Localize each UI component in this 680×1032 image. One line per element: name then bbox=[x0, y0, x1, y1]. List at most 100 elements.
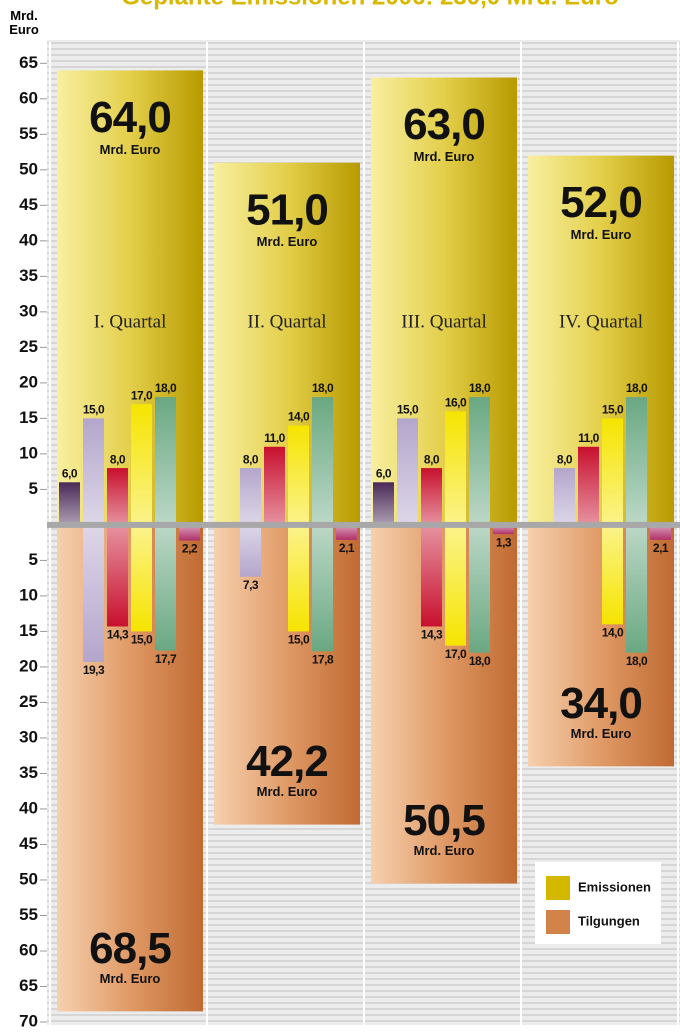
y-tick-label: 65 bbox=[19, 53, 38, 72]
sub-bar-label: 15,0 bbox=[288, 633, 310, 647]
sub-bar-label: 2,1 bbox=[339, 541, 355, 555]
repayment-label: 68,5 bbox=[89, 924, 171, 973]
sub-bar-label: 8,0 bbox=[110, 452, 126, 466]
sub-bar-shade bbox=[493, 524, 514, 535]
unit-label: Mrd. Euro bbox=[414, 843, 475, 858]
repayment-label: 42,2 bbox=[246, 737, 328, 786]
sub-bar-shade bbox=[59, 482, 80, 525]
chart-title: Geplante Emissionen 2006: 230,0 Mrd. Eur… bbox=[121, 0, 619, 10]
legend-swatch bbox=[546, 910, 570, 934]
y-tick-label: 25 bbox=[19, 692, 38, 711]
sub-bar-shade bbox=[554, 468, 575, 525]
unit-label: Mrd. Euro bbox=[571, 726, 632, 741]
unit-label: Mrd. Euro bbox=[257, 784, 318, 799]
y-tick-label: 50 bbox=[19, 869, 38, 888]
emission-label: 64,0 bbox=[89, 93, 171, 142]
sub-bar-shade bbox=[578, 446, 599, 525]
legend-label: Emissionen bbox=[578, 879, 651, 894]
sub-bar-label: 2,1 bbox=[653, 541, 669, 555]
sub-bar-shade bbox=[421, 524, 442, 627]
repayment-bar bbox=[57, 524, 203, 1012]
emission-label: 52,0 bbox=[560, 178, 642, 227]
y-tick-label: 40 bbox=[19, 230, 38, 249]
sub-bar-shade bbox=[469, 397, 490, 525]
sub-bar-shade bbox=[312, 524, 333, 652]
sub-bar-shade bbox=[336, 524, 357, 540]
sub-bar-label: 8,0 bbox=[243, 452, 259, 466]
sub-bar-shade bbox=[445, 524, 466, 646]
sub-bar-label: 16,0 bbox=[445, 395, 467, 409]
sub-bar-shade bbox=[179, 524, 200, 541]
repayment-bar bbox=[371, 524, 517, 884]
y-tick-label: 55 bbox=[19, 124, 38, 143]
sub-bar-label: 6,0 bbox=[62, 466, 78, 480]
sub-bar-label: 14,0 bbox=[602, 625, 624, 639]
sub-bar-label: 17,0 bbox=[131, 388, 153, 402]
sub-bar-label: 15,0 bbox=[131, 633, 153, 647]
sub-bar-label: 2,2 bbox=[182, 542, 198, 556]
repayment-label: 50,5 bbox=[403, 796, 485, 845]
y-tick-label: 35 bbox=[19, 763, 38, 782]
y-tick-label: 55 bbox=[19, 905, 38, 924]
sub-bar-label: 14,3 bbox=[421, 628, 443, 642]
category-label: I. Quartal bbox=[94, 311, 167, 332]
sub-bar-label: 18,0 bbox=[469, 381, 491, 395]
sub-bar-shade bbox=[107, 524, 128, 627]
y-tick-label: 60 bbox=[19, 940, 38, 959]
unit-label: Mrd. Euro bbox=[257, 234, 318, 249]
y-tick-label: 15 bbox=[19, 621, 38, 640]
y-tick-label: 45 bbox=[19, 195, 38, 214]
sub-bar-label: 1,3 bbox=[496, 535, 512, 549]
emission-label: 63,0 bbox=[403, 100, 485, 149]
sub-bar-shade bbox=[312, 397, 333, 525]
emission-bar bbox=[214, 162, 360, 525]
sub-bar-label: 18,0 bbox=[626, 381, 648, 395]
sub-bar-shade bbox=[626, 397, 647, 525]
sub-bar-shade bbox=[155, 397, 176, 525]
sub-bar-label: 18,0 bbox=[155, 381, 177, 395]
sub-bar-label: 17,0 bbox=[445, 647, 467, 661]
y-tick-label: 5 bbox=[29, 550, 38, 569]
y-tick-label: 20 bbox=[19, 372, 38, 391]
y-axis-label: Mrd. Euro bbox=[9, 8, 39, 37]
legend: Emissionen Tilgungen bbox=[535, 862, 661, 944]
sub-bar-label: 18,0 bbox=[626, 654, 648, 668]
sub-bar-label: 7,3 bbox=[243, 578, 259, 592]
sub-bar-label: 17,7 bbox=[155, 652, 177, 666]
sub-bar-shade bbox=[421, 468, 442, 525]
sub-bar-shade bbox=[131, 524, 152, 632]
sub-bar-shade bbox=[397, 418, 418, 525]
sub-bar-shade bbox=[264, 446, 285, 525]
sub-bar-shade bbox=[83, 524, 104, 662]
sub-bar-label: 14,0 bbox=[288, 410, 310, 424]
emission-bar bbox=[57, 70, 203, 525]
y-tick-label: 50 bbox=[19, 159, 38, 178]
sub-bar-label: 6,0 bbox=[376, 466, 392, 480]
sub-bar-shade bbox=[155, 524, 176, 651]
sub-bar-label: 19,3 bbox=[83, 663, 105, 677]
unit-label: Mrd. Euro bbox=[414, 149, 475, 164]
sub-bar-label: 8,0 bbox=[557, 452, 573, 466]
emission-bar bbox=[528, 155, 674, 525]
y-tick-label: 30 bbox=[19, 301, 38, 320]
sub-bar-shade bbox=[602, 524, 623, 625]
y-tick-label: 5 bbox=[29, 479, 38, 498]
sub-bar-shade bbox=[650, 524, 671, 540]
repayment-bar bbox=[528, 524, 674, 767]
legend-label: Tilgungen bbox=[578, 913, 640, 928]
legend-swatch bbox=[546, 876, 570, 900]
sub-bar-shade bbox=[288, 425, 309, 525]
sub-bar-shade bbox=[445, 411, 466, 525]
y-tick-label: 25 bbox=[19, 337, 38, 356]
category-label: III. Quartal bbox=[401, 311, 486, 332]
sub-bar-shade bbox=[602, 418, 623, 525]
emission-bar bbox=[371, 77, 517, 525]
y-tick-label: 15 bbox=[19, 408, 38, 427]
y-tick-label: 20 bbox=[19, 656, 38, 675]
y-tick-label: 35 bbox=[19, 266, 38, 285]
sub-bar-label: 15,0 bbox=[397, 403, 419, 417]
sub-bar-shade bbox=[288, 524, 309, 632]
sub-bar-label: 11,0 bbox=[264, 431, 286, 445]
sub-bar-label: 11,0 bbox=[578, 431, 600, 445]
